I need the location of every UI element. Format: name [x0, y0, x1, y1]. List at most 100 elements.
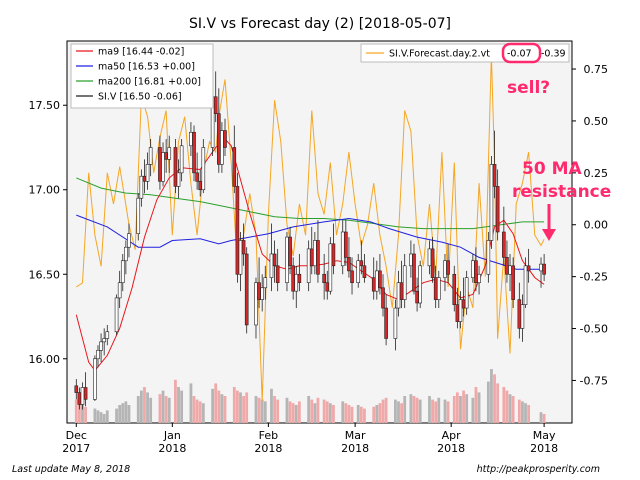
volume-bar: [294, 405, 298, 423]
axes: 16.00 16.50 17.00 17.50 -0.75 -0.50 -0.25 0.00 0…: [29, 63, 609, 455]
candle-body: [260, 287, 264, 300]
legend-forecast-value: -0.07: [507, 49, 532, 60]
volume-bar: [505, 390, 509, 423]
candle-body: [316, 240, 320, 275]
volume-bar: [273, 396, 276, 423]
candle-body: [223, 130, 227, 148]
volume-bar: [363, 408, 366, 423]
candle-body: [433, 277, 438, 300]
volume-bar: [490, 369, 493, 423]
volume-bar: [291, 403, 295, 423]
legend-left: ma9 [16.44 -0.02] ma50 [16.53 +0.00] ma2…: [70, 43, 214, 109]
x-tick-label: Mar: [345, 429, 366, 442]
volume-bars: [74, 369, 546, 423]
volume-bar: [223, 396, 227, 423]
candle-body: [254, 282, 258, 326]
volume-bar: [307, 396, 311, 423]
candle-body: [409, 253, 413, 267]
candle-body: [105, 331, 110, 339]
volume-bar: [459, 396, 462, 423]
candle-body: [526, 265, 531, 272]
footer-last-update: Last update May 8, 2018: [12, 464, 130, 475]
volume-bar: [434, 401, 438, 423]
volume-bar: [260, 399, 264, 423]
candle-body: [93, 358, 97, 400]
candle-body: [340, 231, 345, 267]
candle-body: [217, 113, 221, 165]
volume-bar: [102, 414, 106, 423]
legend-ma9: ma9 [16.44 -0.02]: [98, 47, 184, 58]
candle-body: [297, 273, 302, 284]
x-tick-label-year: 2018: [341, 442, 369, 455]
candle-body: [502, 231, 506, 258]
candle-body: [350, 270, 354, 284]
volume-bar: [418, 399, 422, 423]
volume-bar: [297, 401, 301, 423]
volume-bar: [81, 396, 84, 423]
right-tick-label: -0.50: [580, 323, 608, 336]
volume-bar: [437, 397, 441, 423]
volume-bar: [167, 397, 171, 423]
volume-bar: [347, 405, 351, 423]
candle-body: [291, 265, 295, 292]
volume-bar: [455, 392, 459, 423]
candle-body: [167, 147, 172, 160]
volume-bar: [276, 399, 280, 423]
volume-bar: [524, 403, 527, 423]
volume-bar: [400, 403, 404, 423]
legend-ma200: ma200 [16.81 +0.00]: [98, 77, 201, 88]
volume-bar: [477, 392, 481, 423]
volume-bar: [164, 396, 168, 423]
annotation-resistance: resistance: [512, 182, 611, 202]
candle-body: [80, 387, 85, 405]
volume-bar: [235, 390, 239, 423]
x-tick-label: Apr: [442, 429, 462, 442]
volume-bar: [158, 394, 162, 423]
volume-bar: [452, 396, 456, 423]
volume-bar: [174, 379, 177, 423]
candle-body: [539, 263, 543, 272]
volume-bar: [242, 396, 245, 423]
volume-bar: [254, 396, 258, 423]
volume-bar: [257, 397, 261, 423]
candle-body: [213, 96, 218, 114]
candle-body: [306, 248, 311, 284]
candle-body: [396, 282, 401, 309]
candle-body: [443, 260, 447, 278]
volume-bar: [431, 399, 434, 423]
candle-body: [102, 338, 106, 343]
candle-body: [371, 277, 376, 292]
candle-body: [458, 299, 463, 322]
volume-bar: [99, 412, 103, 423]
volume-bar: [511, 396, 515, 423]
volume-bar: [239, 392, 242, 423]
candle-body: [173, 147, 178, 187]
volume-bar: [136, 396, 140, 423]
volume-bar: [232, 387, 236, 423]
volume-bar: [527, 405, 531, 423]
candle-body: [220, 130, 224, 165]
volume-bar: [322, 399, 326, 423]
candle-body: [99, 341, 103, 351]
candle-body: [232, 147, 237, 187]
volume-bar: [325, 401, 329, 423]
x-tick-label: Jan: [163, 429, 181, 442]
volume-bar: [195, 399, 199, 423]
volume-bar: [409, 394, 413, 423]
candle-body: [313, 240, 317, 267]
candle-body: [464, 277, 469, 309]
volume-bar: [359, 406, 363, 423]
annotation-sell: sell?: [507, 78, 550, 98]
candle-body: [461, 299, 466, 309]
annotation-arrow: [542, 204, 556, 241]
candle-body: [74, 385, 79, 393]
volume-bar: [124, 401, 128, 423]
volume-bar: [403, 396, 407, 423]
left-tick-label: 17.00: [29, 184, 61, 197]
x-tick-label-year: 2018: [530, 442, 558, 455]
candle-body: [427, 248, 432, 267]
volume-bar: [375, 405, 379, 423]
ma200-line: [76, 177, 545, 230]
volume-bar: [84, 406, 87, 423]
